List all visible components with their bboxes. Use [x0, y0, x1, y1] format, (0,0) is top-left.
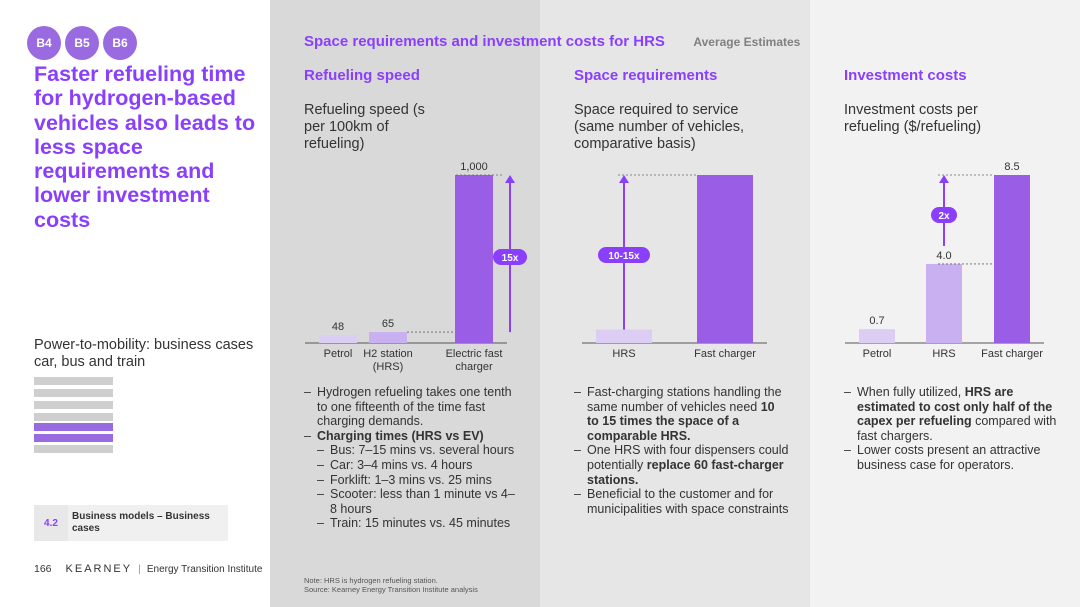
bullet-item: Hydrogen refueling takes one tenth to on…	[304, 385, 519, 429]
bullet-item: Train: 15 minutes vs. 45 minutes	[317, 516, 519, 531]
progress-segment-active	[34, 423, 113, 431]
bullet-item: Beneficial to the customer and for munic…	[574, 487, 789, 516]
section-number: 4.2	[34, 505, 68, 541]
chart-investment-costs: 0.7 Petrol 4.0 HRS 8.5 Fast charger 2x	[845, 161, 1044, 360]
bar-1	[926, 263, 962, 343]
footer-separator: |	[138, 563, 141, 575]
column-title-investment-costs: Investment costs	[844, 67, 967, 84]
chart-refueling-speed: 48 Petrol 65 H2 station(HRS) 1,000 Electric f…	[305, 161, 527, 373]
bar-0	[596, 329, 652, 343]
tick-label: Electric fast	[446, 348, 503, 360]
progress-segment	[34, 401, 113, 409]
badge-b6[interactable]: B6	[103, 26, 137, 60]
bullet-item: When fully utilized, HRS are estimated t…	[844, 385, 1059, 443]
arrow-head	[505, 175, 515, 183]
column-title-refueling-speed: Refueling speed	[304, 67, 420, 84]
page-number: 166	[34, 563, 52, 575]
progress-segment	[34, 445, 113, 453]
badge-b4[interactable]: B4	[27, 26, 61, 60]
page-subtitle: Power-to-mobility: business cases car, b…	[34, 337, 254, 370]
data-label: 65	[382, 318, 394, 330]
annotation-label: 10-15x	[608, 251, 640, 262]
slide-header-title: Space requirements and investment costs …	[304, 33, 665, 50]
bar-0	[319, 334, 357, 343]
bullet-item: One HRS with four dispensers could poten…	[574, 443, 789, 487]
footer: 166 KEARNEY | Energy Transition Institut…	[34, 563, 262, 575]
slide-header-note: Average Estimates	[693, 35, 801, 49]
data-label: 48	[332, 321, 344, 333]
progress-segment	[34, 377, 113, 385]
tick-label: Petrol	[324, 348, 353, 360]
bar-2	[455, 175, 493, 343]
bullet-list-space: Fast-charging stations handling the same…	[574, 385, 789, 516]
chart-title-space: Space required to service (same number o…	[574, 102, 745, 152]
progress-segment	[34, 413, 113, 421]
bullet-list-refueling-speed: Hydrogen refueling takes one tenth to on…	[304, 385, 519, 531]
annotation-pill	[598, 247, 650, 263]
footnote: Note: HRS is hydrogen refueling station.…	[304, 576, 478, 594]
bullet-item: Scooter: less than 1 minute vs 4–8 hours	[317, 487, 519, 516]
bullet-item: Fast-charging stations handling the same…	[574, 385, 789, 443]
data-label: 0.7	[869, 315, 884, 327]
chart-space-requirements: HRS Fast charger 10-15x	[582, 174, 767, 360]
bullet-item: Charging times (HRS vs EV)	[304, 429, 519, 444]
bar-1	[697, 175, 753, 343]
arrow-head	[939, 175, 949, 183]
progress-segment	[34, 389, 113, 397]
slide-header: Space requirements and investment costs …	[304, 33, 800, 51]
annotation-pill	[931, 207, 957, 223]
tick-label: (HRS)	[373, 361, 404, 373]
bullet-list-investment: When fully utilized, HRS are estimated t…	[844, 385, 1059, 473]
bar-1	[369, 332, 407, 343]
bar-2	[994, 175, 1030, 343]
page-title: Faster refueling time for hydrogen-based…	[34, 62, 256, 232]
annotation-pill	[493, 249, 527, 265]
bar-0	[859, 329, 895, 343]
bullet-item: Bus: 7–15 mins vs. several hours	[317, 443, 519, 458]
tick-label: charger	[455, 361, 493, 373]
annotation-label: 2x	[938, 211, 950, 222]
bullet-item: Forklift: 1–3 mins vs. 25 mins	[317, 473, 519, 488]
progress-segment-active	[34, 434, 113, 442]
tick-label: Fast charger	[981, 348, 1043, 360]
bullet-item: Car: 3–4 mins vs. 4 hours	[317, 458, 519, 473]
bullet-item: Lower costs present an attractive busine…	[844, 443, 1059, 472]
tick-label: Fast charger	[694, 348, 756, 360]
data-label: 8.5	[1004, 161, 1019, 173]
section-label: Business models – Business cases	[72, 511, 210, 534]
annotation-label: 15x	[502, 253, 519, 264]
tick-label: HRS	[932, 348, 955, 360]
data-label: 4.0	[936, 250, 951, 262]
arrow-head	[619, 175, 629, 183]
note-text: Note: HRS is hydrogen refueling station.	[304, 576, 438, 585]
column-title-space-requirements: Space requirements	[574, 67, 718, 84]
brand-logo: KEARNEY	[65, 563, 133, 575]
source-text: Source: Kearney Energy Transition Instit…	[304, 585, 478, 594]
tick-label: Petrol	[863, 348, 892, 360]
chart-title-investment: Investment costs per refueling ($/refuel…	[844, 102, 982, 135]
chart-title-refueling-speed: Refueling speed (s per 100km of refuelin…	[304, 102, 425, 152]
section-tag[interactable]: 4.2 Business models – Business cases	[34, 505, 228, 541]
institute-name: Energy Transition Institute	[146, 563, 263, 575]
data-label: 1,000	[460, 161, 488, 173]
tick-label: H2 station	[363, 348, 413, 360]
tick-label: HRS	[612, 348, 635, 360]
badge-b5[interactable]: B5	[65, 26, 99, 60]
